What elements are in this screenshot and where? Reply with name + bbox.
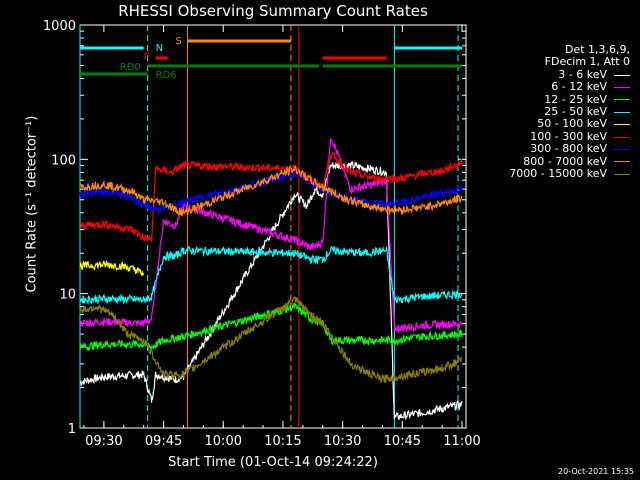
legend: Det 1,3,6,9, FDecim 1, Att 0 3 - 6 keV 6 … — [509, 43, 630, 181]
legend-label: 50 - 100 keV — [537, 117, 607, 131]
state-label-rd6: RD6 — [156, 70, 177, 81]
legend-swatch — [614, 136, 630, 138]
series-line-6-12-kev — [79, 138, 463, 334]
legend-entry-12-25-kev: 12 - 25 keV — [509, 92, 630, 106]
legend-label: 800 - 7000 keV — [523, 154, 607, 168]
legend-entry-7000-15000-kev: 7000 - 15000 keV — [509, 167, 630, 181]
legend-swatch — [614, 173, 630, 175]
series-line-50-100-kev — [79, 259, 145, 277]
legend-label: 6 - 12 keV — [551, 80, 607, 94]
legend-entry-25-50-kev: 25 - 50 keV — [509, 105, 630, 119]
series-line-7000-15000-kev — [79, 296, 463, 384]
chart-title: RHESSI Observing Summary Count Rates — [118, 2, 428, 20]
legend-label: 100 - 300 keV — [530, 129, 607, 143]
state-label-s: S — [176, 36, 182, 47]
legend-label: 12 - 25 keV — [544, 92, 607, 106]
legend-swatch — [614, 111, 630, 113]
legend-swatch — [614, 124, 630, 126]
timestamp: 20-Oct-2021 15:35 — [558, 467, 634, 476]
legend-entry-6-12-kev: 6 - 12 keV — [509, 80, 630, 94]
legend-label: 25 - 50 keV — [544, 105, 607, 119]
y-tick-label: 1000 — [43, 19, 76, 34]
legend-swatch — [614, 74, 630, 76]
legend-entry-3-6-kev: 3 - 6 keV — [509, 67, 630, 81]
legend-label: 300 - 800 keV — [530, 142, 607, 156]
legend-entry-100-300-kev: 100 - 300 keV — [509, 129, 630, 143]
state-label-f: F — [144, 52, 150, 63]
legend-header-line-2: FDecim 1, Att 0 — [544, 55, 630, 69]
legend-swatch — [614, 148, 630, 150]
x-axis-label: Start Time (01-Oct-14 09:24:22) — [168, 455, 378, 470]
series-line-12-25-kev — [79, 302, 463, 352]
x-tick-label: 10:15 — [264, 434, 301, 449]
x-tick-label: 10:45 — [384, 434, 421, 449]
legend-header-line-1: Det 1,3,6,9, — [564, 43, 630, 56]
legend-label: 7000 - 15000 keV — [509, 167, 607, 181]
x-tick-label: 10:30 — [324, 434, 361, 449]
y-tick-label: 100 — [51, 153, 76, 168]
legend-swatch — [614, 161, 630, 163]
y-tick-label: 1 — [68, 422, 76, 437]
legend-swatch — [614, 99, 630, 101]
legend-entry-800-7000-kev: 800 - 7000 keV — [509, 154, 630, 168]
legend-entry-300-800-kev: 300 - 800 keV — [509, 142, 630, 156]
series-line-25-50-kev — [79, 245, 463, 306]
x-tick-label: 09:45 — [145, 434, 182, 449]
x-tick-label: 09:30 — [85, 434, 122, 449]
state-label-n: N — [156, 43, 163, 54]
x-tick-label: 10:00 — [205, 434, 242, 449]
series-line-800-7000-kev — [79, 165, 463, 217]
legend-label: 3 - 6 keV — [558, 67, 607, 81]
legend-entry-50-100-kev: 50 - 100 keV — [509, 118, 630, 130]
x-tick-label: 11:00 — [443, 434, 480, 449]
y-tick-label: 10 — [59, 288, 76, 303]
series-line-100-300-kev — [79, 151, 463, 243]
state-label-rd0: RD0 — [120, 62, 141, 73]
series-line-3-6-kev — [79, 160, 463, 421]
legend-swatch — [614, 86, 630, 88]
